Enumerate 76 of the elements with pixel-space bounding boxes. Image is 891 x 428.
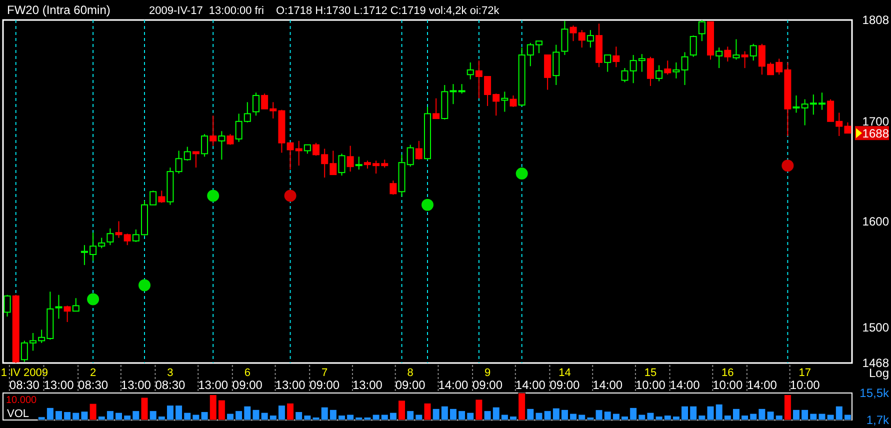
candlestick: [210, 115, 217, 146]
candlestick: [604, 54, 612, 72]
x-tick-label: 8 09:00: [395, 367, 426, 392]
candlestick: [415, 140, 422, 160]
candlestick: [664, 60, 672, 76]
x-tick-label: 17 10:00: [790, 367, 820, 392]
y-tick-label: 1600: [862, 214, 890, 228]
candlestick: [72, 298, 80, 312]
y-tick-label: 1500: [862, 320, 890, 335]
candlestick: [346, 145, 354, 172]
chart-subtitle: 2009-IV-17 13:00:00 fri: [149, 5, 264, 17]
candlestick: [64, 305, 71, 323]
point: [422, 198, 434, 211]
candlestick: [621, 68, 628, 83]
candlestick: [690, 35, 697, 58]
candlestick: [741, 50, 748, 69]
candlestick: [466, 62, 474, 80]
x-tick-label: 13:00: [198, 378, 228, 392]
x-tick-label: 13:00: [275, 378, 306, 392]
candlestick: [338, 153, 346, 176]
point: [284, 190, 296, 202]
x-tick-label: 14:00: [515, 378, 546, 392]
candlestick: [252, 92, 260, 116]
candlestick: [201, 134, 208, 158]
point: [207, 190, 220, 202]
candlestick: [510, 94, 517, 108]
candlestick: [501, 91, 508, 112]
x-tick-label: 14:00: [670, 378, 700, 392]
candlestick: [55, 294, 62, 320]
candlestick: [218, 130, 226, 160]
candlestick: [158, 190, 166, 204]
candlestick: [612, 46, 620, 68]
x-tick-label: 14:00: [438, 378, 469, 392]
point: [516, 168, 528, 180]
y-tick-label: 15,5k: [860, 386, 890, 400]
x-tick-label: 2 08:30: [78, 367, 108, 392]
candlestick: [750, 43, 757, 62]
x-tick-label: 14:00: [746, 378, 778, 392]
x-tick-label: 15 10:00: [635, 367, 666, 392]
x-tick-label: 7 09:00: [310, 367, 340, 392]
x-tick-label: 16 10:00: [712, 367, 743, 392]
y-tick-label: 1,7k: [866, 413, 890, 428]
candlestick: [192, 151, 200, 168]
candlestick: [390, 180, 397, 196]
candlestick: [681, 52, 688, 86]
candlestick: [716, 47, 723, 69]
point: [138, 279, 150, 292]
candlestick: [458, 84, 466, 94]
chart-title: FW20 (Intra 60min): [7, 3, 110, 17]
text: O:1718 H:1730 L:1712 C:1719 vol:4,2k oi:72k: [276, 5, 500, 17]
candlestick: [355, 156, 362, 170]
x-tick-label: 13:00: [352, 378, 383, 392]
x-tick-label: 6 09:00: [232, 367, 263, 392]
candlestick: [672, 62, 680, 79]
candlestick: [544, 54, 552, 90]
y-tick-label: 1700: [862, 114, 890, 129]
candlestick: [732, 38, 740, 60]
candlestick: [226, 134, 234, 146]
x-tick-label: 13:00: [44, 378, 74, 392]
annotation: 10.000: [6, 395, 38, 406]
x-tick-label: 9 09:00: [472, 367, 503, 392]
candlestick: [106, 228, 114, 246]
x-tick-label: 3 08:30: [155, 367, 186, 392]
x-tick-label: 13:00: [120, 378, 152, 392]
candlestick: [586, 30, 594, 48]
text: 1688: [862, 126, 890, 140]
x-tick-label: 14:00: [592, 378, 623, 392]
x-tick-label: 14 09:00: [550, 367, 580, 392]
candlestick: [432, 98, 440, 120]
point: [782, 160, 794, 172]
candlestick: [646, 56, 654, 86]
point: [87, 293, 100, 306]
candlestick: [724, 46, 732, 62]
candlestick: [656, 64, 663, 82]
y-axis-title: VOL: [7, 408, 30, 420]
y-tick-label: 1808: [862, 13, 890, 28]
